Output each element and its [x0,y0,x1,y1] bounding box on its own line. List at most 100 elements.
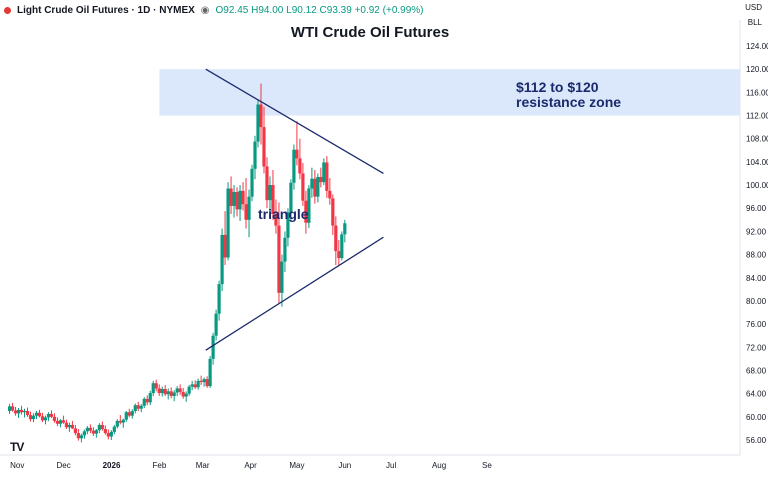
price-tick-label: 60.00 [746,413,767,422]
tradingview-logo: TV [10,440,24,454]
resistance-zone-label: $112 to $120 resistance zone [516,80,621,110]
candle-body [10,406,15,411]
price-tick-label: 116.00 [746,88,768,97]
candle-body [19,409,24,413]
candle-body [211,335,215,359]
time-tick-label: Se [482,461,492,470]
candle-body [268,185,272,201]
candle-body [76,433,80,439]
candle-body [112,426,116,432]
currency-selector[interactable]: USD [745,3,762,12]
candle-body [130,411,134,416]
open-value: O92.45 [215,4,249,16]
price-tick-label: 64.00 [746,390,767,399]
candle-body [205,379,209,387]
candle-body [178,388,182,392]
candle-body [343,223,347,235]
candle-body [43,417,48,421]
candle-body [325,162,329,191]
candle-body [232,192,236,206]
candle-body [121,419,125,423]
time-tick-label: May [289,461,304,470]
candle-body [331,198,335,226]
candle-body [199,380,203,383]
candle-body [286,212,290,238]
candle-body [163,389,167,395]
candlestick-series [7,83,347,443]
price-tick-label: 124.00 [746,42,768,51]
candle-body [97,424,101,431]
candle-body [145,398,149,403]
close-value: C93.39 [319,4,352,16]
price-tick-label: 88.00 [746,251,767,260]
candle-body [109,431,113,437]
price-tick-label: 84.00 [746,274,767,283]
candle-body [271,185,275,215]
candle-body [337,251,341,259]
candle-body [295,149,299,159]
candle-body [49,413,54,417]
candle-body [307,188,311,223]
candle-body [310,178,314,189]
chart-header: Light Crude Oil Futures · 1D · NYMEX ◉ O… [0,0,744,20]
price-tick-label: 104.00 [746,158,768,167]
candle-body [184,393,188,397]
candle-body [103,428,107,434]
candle-body [142,398,146,406]
price-axis: 56.00 60.00 64.00 68.00 72.00 76.00 80.00 84.00… [746,42,768,445]
candle-body [154,383,158,389]
candle-body [100,424,104,429]
candle-body [88,427,92,431]
candle-body [259,104,263,128]
candle-body [313,178,317,197]
time-tick-label: Feb [153,461,167,470]
symbol-dot [4,6,11,14]
candle-body [133,405,137,412]
candle-body [40,416,45,421]
price-tick-label: 120.00 [746,65,768,74]
price-tick-label: 76.00 [746,320,767,329]
price-tick-label: 56.00 [746,436,767,445]
unit-selector[interactable]: BLL [747,18,762,27]
time-axis: Nov Dec 2026 Feb Mar Apr May Jun Jul Aug Se [10,461,492,470]
candle-body [139,405,143,409]
candle-body [319,176,323,183]
candle-body [94,430,98,434]
candle-body [37,412,42,417]
candle-body [256,104,260,142]
time-tick-label: Aug [432,461,446,470]
candle-body [220,234,224,285]
candle-body [34,412,39,416]
candle-body [79,435,83,439]
candle-body [322,162,326,183]
candle-body [61,420,66,423]
change-value: +0.92 (+0.99%) [354,4,424,16]
candle-body [175,388,179,393]
high-value: H94.00 [251,4,284,16]
candle-body [148,393,152,403]
candle-body [244,204,248,220]
candle-body [274,214,278,226]
symbol-title[interactable]: Light Crude Oil Futures · 1D · NYMEX [17,4,195,16]
candle-body [58,420,63,424]
candle-body [106,433,110,437]
candle-body [55,420,60,424]
candle-body [277,225,281,293]
ohlc-values: O92.45 H94.00 L90.12 C93.39 +0.92 (+0.99… [216,5,424,16]
candle-body [247,196,251,220]
candle-body [283,237,287,262]
candle-body [187,386,191,394]
candle-body [229,188,233,206]
price-tick-label: 92.00 [746,227,767,236]
candle-body [115,420,119,427]
candle-body [250,168,254,197]
candle-body [316,176,320,197]
triangle-label: triangle [258,206,309,222]
eye-icon[interactable]: ◉ [200,4,210,16]
candle-body [73,428,78,434]
candle-body [13,410,18,414]
candle-body [298,158,302,174]
candle-body [22,411,27,413]
candle-body [214,313,218,336]
